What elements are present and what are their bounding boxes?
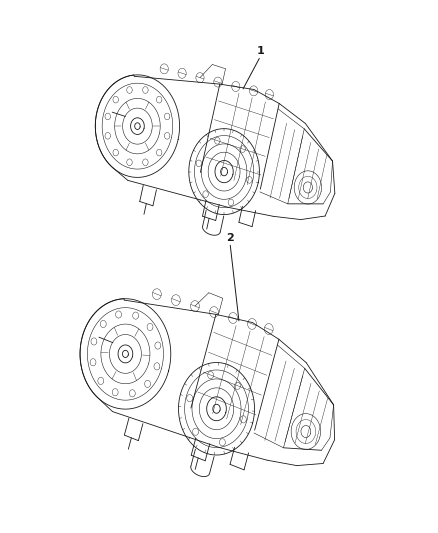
Text: 2: 2	[226, 232, 234, 243]
Text: 1: 1	[257, 46, 265, 56]
